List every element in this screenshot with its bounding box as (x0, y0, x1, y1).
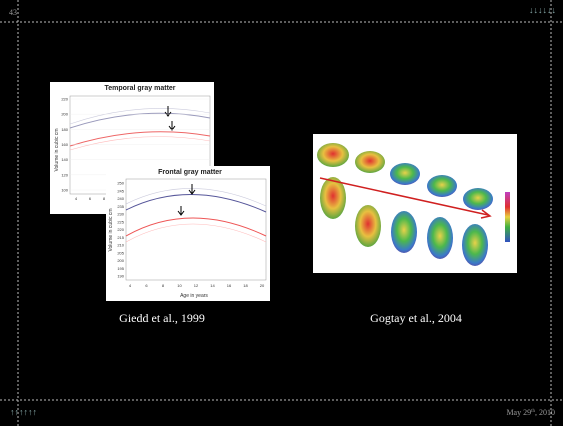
y-tick-label: 100 (61, 188, 68, 193)
y-tick-label: 225 (117, 219, 124, 224)
x-tick-label: 18 (243, 283, 248, 288)
brain (463, 188, 493, 210)
brain (317, 143, 349, 167)
arrow (188, 184, 196, 195)
x-tick-label: 6 (145, 283, 148, 288)
date-rest: , 2010 (535, 408, 555, 417)
y-tick-label: 190 (117, 274, 124, 279)
brain (427, 217, 453, 259)
y-tick-label: 230 (117, 212, 124, 217)
arrow (168, 121, 176, 131)
brain-figure (313, 134, 517, 273)
curve (125, 188, 267, 207)
y-tick-label: 200 (117, 258, 124, 263)
caption: Gogtay et al., 2004 (370, 311, 462, 325)
y-tick-label: 140 (61, 157, 68, 162)
y-tick-label: 215 (117, 235, 124, 240)
date-sup: th (531, 409, 535, 414)
curve (69, 108, 211, 125)
x-tick-label: 14 (210, 283, 215, 288)
curve (69, 136, 211, 151)
brain (427, 175, 457, 197)
x-tick-label: 12 (194, 283, 199, 288)
date-text: May 29 (506, 408, 531, 417)
y-tick-label: 235 (117, 204, 124, 209)
y-label: Volume in cubic cm (108, 208, 114, 251)
slide-number: 43 (9, 8, 17, 17)
brain (462, 224, 488, 266)
y-tick-label: 200 (61, 112, 68, 117)
x-tick-label: 6 (89, 196, 92, 201)
brain (355, 151, 385, 173)
curve (69, 131, 211, 147)
chart-title: Temporal gray matter (104, 85, 175, 92)
chart-title: Frontal gray matter (158, 169, 222, 176)
brain (355, 205, 381, 247)
arrow (177, 206, 185, 216)
x-tick-label: 20 (260, 283, 265, 288)
nav-down[interactable]: ↓↓↓↓↓↓ (529, 5, 556, 15)
date: May 29th, 2010 (506, 408, 555, 417)
y-tick-label: 210 (117, 243, 124, 248)
curve (125, 223, 267, 243)
curve (125, 217, 267, 237)
brain (320, 177, 346, 219)
y-tick-label: 160 (61, 142, 68, 147)
y-tick-label: 205 (117, 250, 124, 255)
arrow (164, 106, 172, 117)
x-tick-label: 16 (227, 283, 232, 288)
y-tick-label: 120 (61, 172, 68, 177)
y-tick-label: 195 (117, 266, 124, 271)
plot-area (125, 178, 267, 281)
y-tick-label: 245 (117, 188, 124, 193)
x-tick-label: 8 (162, 283, 165, 288)
frontal-chart: Frontal gray matter Volume in cubic cm A… (106, 166, 270, 301)
caption: Giedd et al., 1999 (119, 311, 205, 325)
y-tick-label: 180 (61, 127, 68, 132)
age-arrow (319, 177, 492, 219)
colorbar (505, 192, 510, 242)
brain (390, 163, 420, 185)
y-label: Volume in cubic cm (54, 128, 60, 171)
y-tick-label: 250 (117, 181, 124, 186)
curve (125, 194, 267, 213)
nav-up[interactable]: ↑↑↑↑↑↑ (10, 407, 37, 417)
x-label: Age in years (180, 293, 208, 299)
y-tick-label: 220 (61, 97, 68, 102)
x-tick-label: 10 (177, 283, 182, 288)
x-tick-label: 8 (103, 196, 106, 201)
brain (391, 211, 417, 253)
y-tick-label: 240 (117, 196, 124, 201)
x-tick-label: 4 (75, 196, 78, 201)
y-tick-label: 220 (117, 227, 124, 232)
x-tick-label: 4 (129, 283, 132, 288)
